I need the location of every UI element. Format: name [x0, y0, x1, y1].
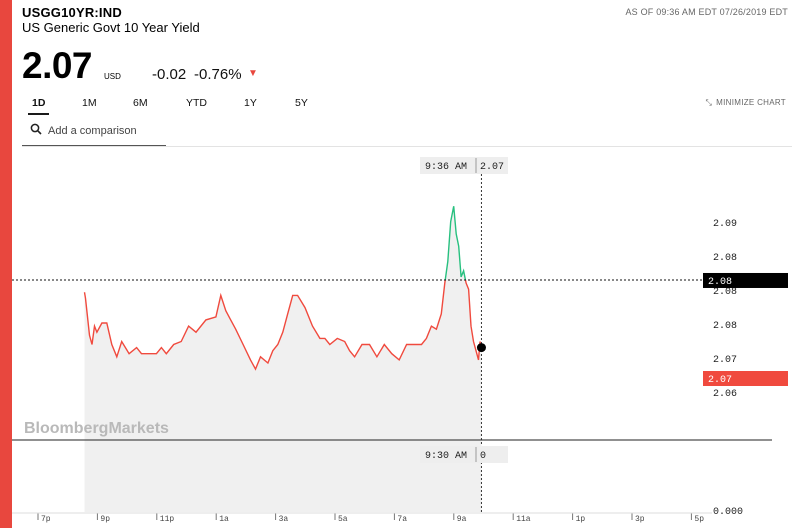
- x-tick-label: 7p: [41, 515, 51, 524]
- baseline-value-text: 0: [480, 451, 486, 462]
- x-tick-label: 5a: [338, 515, 348, 524]
- crosshair-value-box: [703, 272, 788, 288]
- y-tick-label: 2.06: [713, 389, 737, 400]
- y-zero-label: 0.000: [713, 507, 743, 518]
- yield-line-down: [83, 279, 483, 371]
- x-tick-label: 11a: [516, 515, 531, 524]
- ticker-symbol: USGG10YR:IND: [22, 5, 122, 20]
- x-tick-label: 9a: [457, 515, 467, 524]
- timeframe-tabs: 1D 1M 6M YTD 1Y 5Y: [22, 96, 792, 116]
- minimize-chart-button[interactable]: ⤡ MINIMIZE CHART: [705, 98, 786, 108]
- bloomberg-markets-watermark: BloombergMarkets: [24, 420, 169, 437]
- x-tick-label: 5p: [694, 515, 704, 524]
- current-price: 2.07: [22, 45, 93, 86]
- x-tick-label: 1p: [576, 515, 586, 524]
- price-change: -0.02: [152, 66, 187, 83]
- y-tick-label: 2.07: [713, 355, 737, 366]
- y-tick-label: 2.08: [713, 253, 737, 264]
- tab-1m[interactable]: 1M: [82, 97, 97, 109]
- x-tick-label: 1a: [219, 515, 229, 524]
- y-tick-label: 2.09: [713, 219, 737, 230]
- comparison-search[interactable]: Add a comparison: [22, 119, 166, 146]
- y-tick-label: 2.08: [713, 321, 737, 332]
- y-tick-label: 2.08: [713, 287, 737, 298]
- currency-label: USD: [104, 72, 121, 81]
- x-tick-label: 3p: [635, 515, 645, 524]
- tab-1d[interactable]: 1D: [28, 96, 50, 115]
- tab-1y[interactable]: 1Y: [244, 97, 257, 109]
- price-change-percent: -0.76%: [194, 66, 242, 83]
- search-icon: [30, 123, 42, 135]
- tab-5y[interactable]: 5Y: [295, 97, 308, 109]
- baseline-time-text: 9:30 AM: [425, 451, 467, 462]
- crosshair-time-text: 9:36 AM: [425, 162, 467, 173]
- down-arrow-icon: ▼: [248, 68, 258, 79]
- x-tick-label: 3a: [279, 515, 289, 524]
- x-tick-label: 7a: [397, 515, 407, 524]
- crosshair-value-text: 2.07: [480, 162, 504, 173]
- x-tick-label: 9p: [100, 515, 110, 524]
- minimize-label: MINIMIZE CHART: [716, 98, 786, 107]
- accent-bar: [0, 0, 12, 528]
- current-value-box: [703, 371, 788, 386]
- current-value-label: 2.07: [708, 375, 732, 386]
- crosshair-value-label: 2.08: [708, 277, 732, 288]
- history-band: [84, 440, 482, 512]
- area-fill: [84, 206, 482, 440]
- yield-line-up: [444, 206, 467, 280]
- current-point-marker: [476, 343, 486, 353]
- tab-ytd[interactable]: YTD: [186, 97, 207, 109]
- tab-6m[interactable]: 6M: [133, 97, 148, 109]
- as-of-timestamp: AS OF 09:36 AM EDT 07/26/2019 EDT: [625, 7, 788, 17]
- crosshair-time-label: 9:36 AM 2.07: [420, 157, 508, 174]
- security-name: US Generic Govt 10 Year Yield: [22, 20, 200, 35]
- header-divider: [22, 146, 792, 147]
- comparison-search-placeholder: Add a comparison: [48, 125, 137, 137]
- baseline-time-label: 9:30 AM 0: [420, 446, 508, 463]
- collapse-icon: ⤡: [705, 98, 713, 107]
- x-tick-label: 11p: [160, 515, 175, 524]
